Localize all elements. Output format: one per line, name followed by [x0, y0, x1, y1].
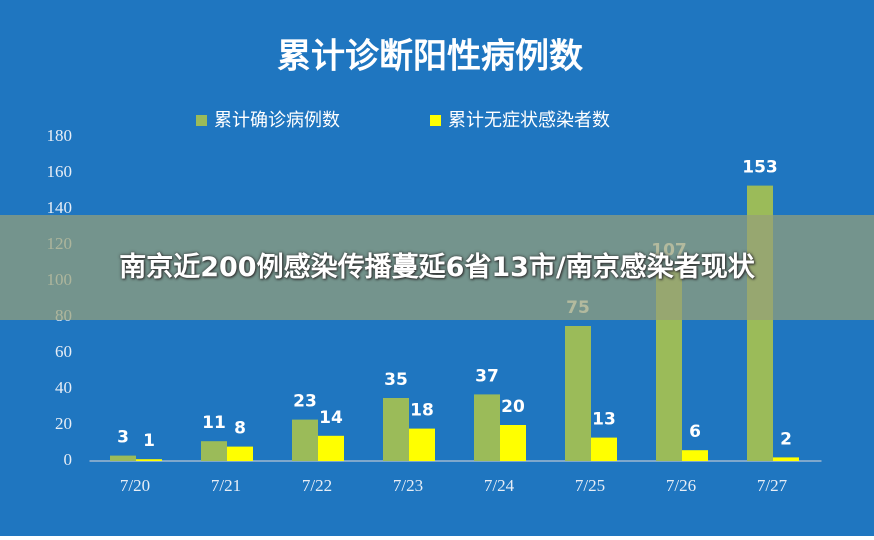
- bar: [591, 437, 617, 461]
- x-tick-label: 7/21: [211, 476, 241, 495]
- headline: 南京近200例感染传播蔓延6省13市/南京感染者现状: [119, 251, 755, 283]
- bar: [136, 459, 162, 461]
- headline-banner: 南京近200例感染传播蔓延6省13市/南京感染者现状: [0, 215, 874, 320]
- x-tick-label: 7/23: [393, 476, 423, 495]
- value-label: 20: [501, 397, 525, 417]
- y-tick-label: 0: [64, 450, 73, 469]
- y-tick-label: 20: [55, 414, 72, 433]
- legend-swatch: [196, 115, 207, 126]
- value-label: 6: [689, 422, 701, 442]
- value-label: 8: [234, 419, 246, 439]
- x-tick-label: 7/22: [302, 476, 332, 495]
- value-label: 153: [742, 158, 778, 178]
- legend-label: 累计无症状感染者数: [448, 110, 610, 131]
- value-label: 3: [117, 428, 129, 448]
- value-label: 18: [410, 401, 434, 421]
- value-label: 13: [592, 410, 616, 430]
- value-label: 14: [319, 408, 343, 428]
- bar: [292, 419, 318, 461]
- bar: [682, 450, 708, 461]
- x-tick-label: 7/25: [575, 476, 605, 495]
- value-label: 1: [143, 431, 155, 451]
- value-label: 35: [384, 370, 408, 390]
- x-tick-label: 7/26: [666, 476, 696, 495]
- value-label: 37: [475, 366, 499, 386]
- bar: [409, 428, 435, 461]
- value-label: 11: [202, 413, 226, 433]
- chart-title: 累计诊断阳性病例数: [277, 37, 583, 77]
- legend-label: 累计确诊病例数: [214, 110, 340, 131]
- bar: [383, 398, 409, 461]
- bar: [565, 326, 591, 461]
- y-tick-label: 60: [55, 342, 72, 361]
- bar: [500, 425, 526, 461]
- value-label: 23: [293, 392, 317, 412]
- y-tick-label: 180: [47, 126, 73, 145]
- legend-swatch: [430, 115, 441, 126]
- bar: [773, 457, 799, 461]
- x-tick-label: 7/27: [757, 476, 788, 495]
- bar: [110, 455, 136, 461]
- bar: [201, 441, 227, 461]
- y-tick-label: 160: [47, 162, 73, 181]
- value-label: 2: [780, 429, 792, 449]
- y-tick-label: 40: [55, 378, 72, 397]
- x-tick-label: 7/24: [484, 476, 515, 495]
- bar: [474, 394, 500, 461]
- bar: [227, 446, 253, 461]
- bar: [318, 435, 344, 461]
- y-tick-label: 140: [47, 198, 73, 217]
- x-tick-label: 7/20: [120, 476, 150, 495]
